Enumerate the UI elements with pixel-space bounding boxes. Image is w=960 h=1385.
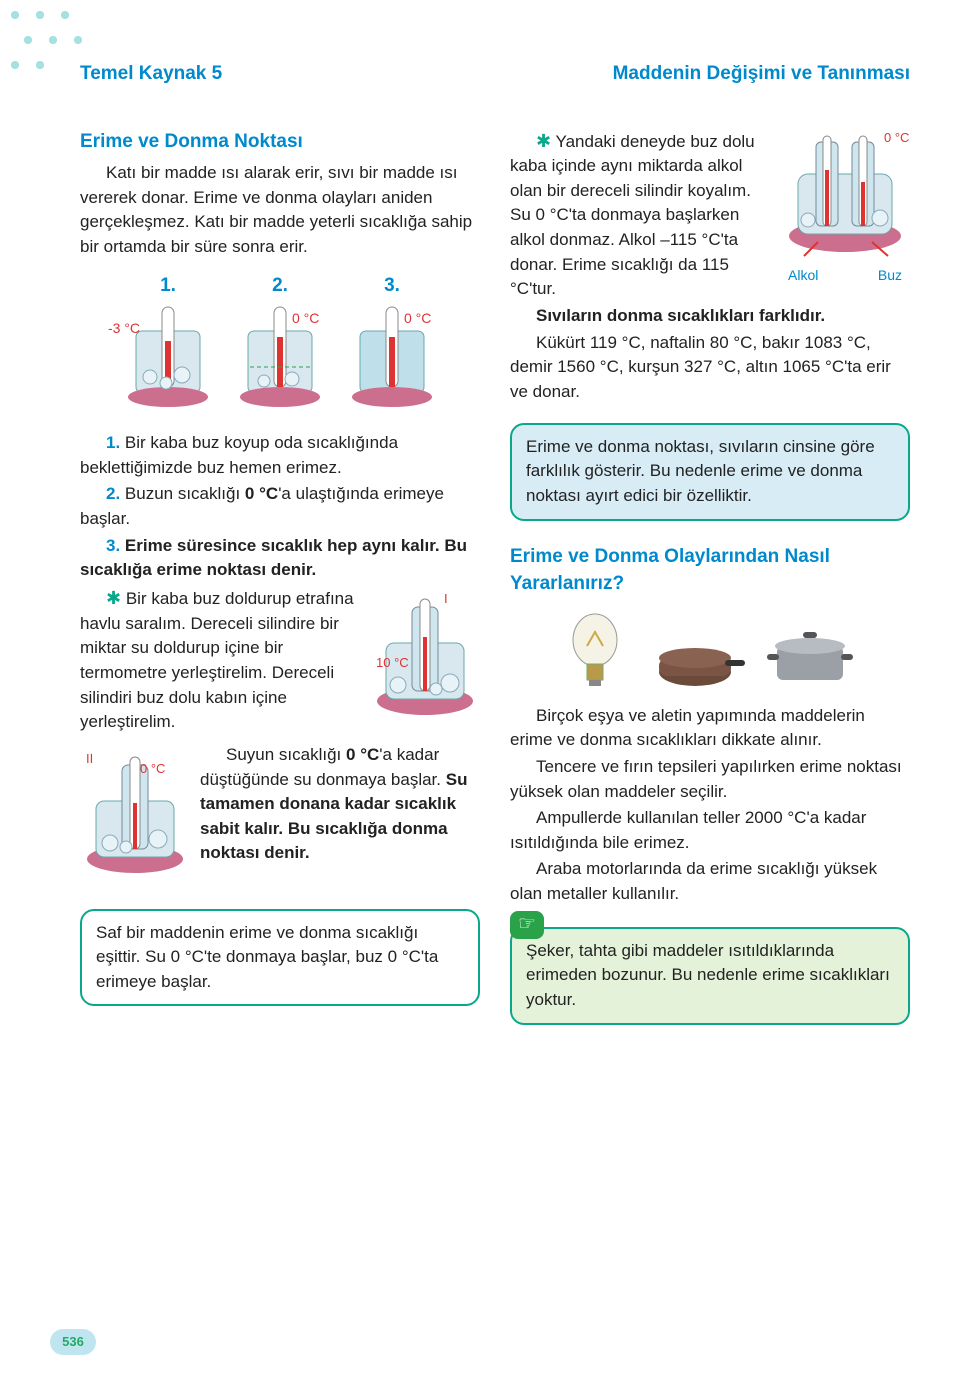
experiment-2-block: II 0 °C Suyun sıcaklığı 0 °C'a kad xyxy=(80,743,480,891)
lightbulb-icon xyxy=(565,612,625,692)
fact-melting-points: Kükürt 119 °C, naftalin 80 °C, bakır 108… xyxy=(510,331,910,405)
pot-icon xyxy=(765,622,855,692)
alcohol-label: Alkol xyxy=(788,265,818,285)
cylinder-in-ice-icon: I 10 °C xyxy=(370,589,480,719)
uses-p2: Tencere ve fırın tepsileri yapılırken er… xyxy=(510,755,910,804)
beaker-temp-2: 0 °C xyxy=(292,308,319,328)
section-title-uses: Erime ve Donma Olaylarından Nasıl Yararl… xyxy=(510,543,910,598)
page-header: Temel Kaynak 5 Maddenin Değişimi ve Tanı… xyxy=(80,60,910,88)
section-title-erime: Erime ve Donma Noktası xyxy=(80,128,480,156)
beaker-num-1: 1. xyxy=(118,272,218,300)
beaker-num-3: 3. xyxy=(342,272,442,300)
page-number: 536 xyxy=(50,1329,96,1355)
step-2: 2. Buzun sıcaklığı 0 °C'a ulaştığında er… xyxy=(80,482,480,531)
exp2-temp-label: 0 °C xyxy=(140,761,165,776)
uses-p3: Ampullerde kullanılan teller 2000 °C'a k… xyxy=(510,806,910,855)
uses-p4: Araba motorlarında da erime sıcaklığı yü… xyxy=(510,857,910,906)
svg-text:0 °C: 0 °C xyxy=(884,130,909,145)
experiment-1-block: I 10 °C ✱ Bir kaba buz doldurup etrafına… xyxy=(80,585,480,737)
header-right: Maddenin Değişimi ve Tanınması xyxy=(613,60,910,88)
left-column: Erime ve Donma Noktası Katı bir madde ıs… xyxy=(80,128,480,1025)
right-column: 0 °C Alkol xyxy=(510,128,910,1025)
callout-text: Saf bir maddenin erime ve donma sıcaklığ… xyxy=(96,923,438,991)
step-1: 1. Bir kaba buz koyup oda sıcaklığında b… xyxy=(80,431,480,480)
callout-blue-text: Erime ve donma noktası, sıvıların cinsin… xyxy=(526,437,875,505)
decorative-dots xyxy=(0,0,150,90)
ice-label: Buz xyxy=(878,265,902,285)
intro-paragraph: Katı bir madde ısı alarak erir, sıvı bir… xyxy=(80,161,480,260)
pan-icon xyxy=(645,632,745,692)
callout-no-melting-point: ☞ Şeker, tahta gibi maddeler ısıtıldıkla… xyxy=(510,927,910,1025)
cylinder-frozen-icon: II 0 °C xyxy=(80,747,190,877)
uses-p1: Birçok eşya ve aletin yapımında maddeler… xyxy=(510,704,910,753)
callout-green-text: Şeker, tahta gibi maddeler ısıtıldıkları… xyxy=(526,941,890,1009)
beaker-temp-1: -3 °C xyxy=(108,318,140,338)
callout-pure-substance: Saf bir maddenin erime ve donma sıcaklığ… xyxy=(80,909,480,1007)
callout-distinguishing: Erime ve donma noktası, sıvıların cinsin… xyxy=(510,423,910,521)
beaker-temp-3: 0 °C xyxy=(404,308,431,328)
exp1-roman-label: I xyxy=(444,591,448,606)
step-3: 3. Erime süresince sıcaklık hep aynı kal… xyxy=(80,534,480,583)
uses-icons xyxy=(510,612,910,692)
exp2-roman-label: II xyxy=(86,751,93,766)
exp1-temp-label: 10 °C xyxy=(376,655,409,670)
beaker-num-2: 2. xyxy=(230,272,330,300)
pointing-hand-icon: ☞ xyxy=(510,911,544,939)
alcohol-experiment: 0 °C Alkol xyxy=(510,128,910,304)
alcohol-ice-icon: 0 °C xyxy=(780,128,910,258)
fact-different-freezing: Sıvıların donma sıcaklıkları farklıdır. xyxy=(510,304,910,329)
beaker-row: 1. -3 °C 2. 0 °C xyxy=(80,272,480,412)
